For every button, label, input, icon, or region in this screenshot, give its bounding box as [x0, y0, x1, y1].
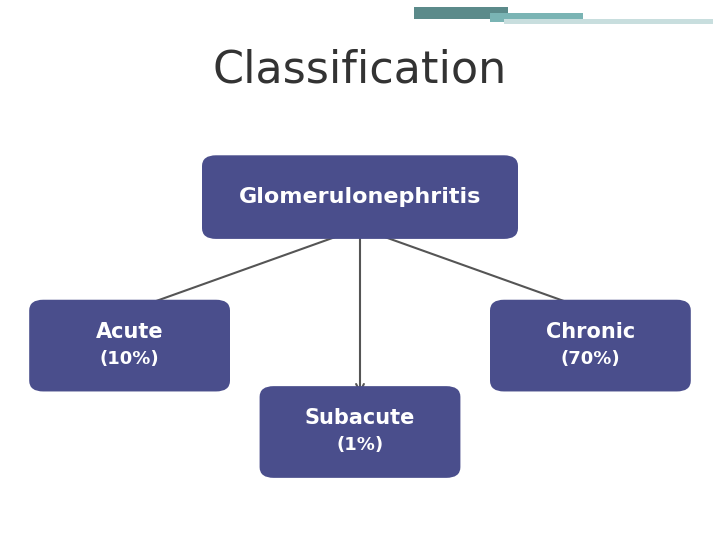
Text: (10%): (10%) — [100, 350, 159, 368]
FancyBboxPatch shape — [261, 387, 459, 477]
FancyBboxPatch shape — [414, 7, 508, 19]
Text: Subacute: Subacute — [305, 408, 415, 429]
Text: Glomerulonephritis: Glomerulonephritis — [239, 187, 481, 207]
FancyBboxPatch shape — [203, 157, 517, 238]
Text: (70%): (70%) — [561, 350, 620, 368]
Text: Classification: Classification — [213, 49, 507, 92]
FancyBboxPatch shape — [504, 19, 713, 24]
Text: Chronic: Chronic — [546, 322, 635, 342]
FancyBboxPatch shape — [490, 13, 583, 22]
FancyBboxPatch shape — [30, 301, 229, 390]
FancyBboxPatch shape — [491, 301, 690, 390]
Text: (1%): (1%) — [336, 436, 384, 455]
Text: Acute: Acute — [96, 322, 163, 342]
